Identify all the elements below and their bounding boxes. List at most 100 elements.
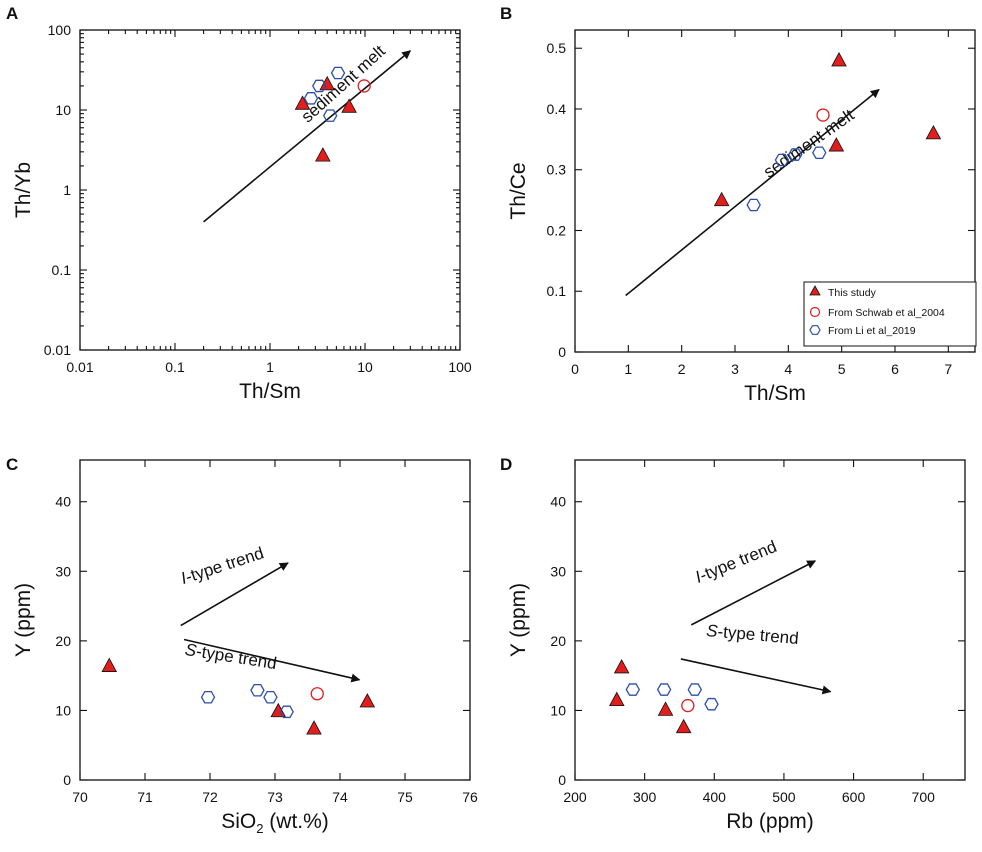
data-point-this-study <box>315 147 331 162</box>
data-point-this-study <box>828 137 845 152</box>
panel-d-plot: 200 300 400 500 600 700 0 10 20 30 40 Rb (ppm) Y (pp… <box>507 459 966 833</box>
data-point-li <box>746 198 761 212</box>
data-point-li <box>812 146 827 160</box>
y-axis-title: Th/Ce <box>507 162 530 219</box>
legend-entry-this-study: This study <box>828 287 877 299</box>
x-tick-label: 72 <box>202 789 218 805</box>
x-tick-label: 3 <box>731 361 739 377</box>
y-tick-label: 0.1 <box>52 262 72 278</box>
x-tick-label: 7 <box>944 361 952 377</box>
data-point-li <box>656 683 672 696</box>
y-tick-label: 0.1 <box>547 283 567 299</box>
x-tick-label: 700 <box>912 789 936 805</box>
plot-frame <box>574 29 976 353</box>
data-point-li <box>330 66 346 80</box>
y-tick-label: 30 <box>55 563 71 579</box>
trend-label: S-type trend <box>184 640 278 673</box>
data-point-this-study <box>294 95 311 110</box>
data-point-schwab <box>357 79 371 93</box>
x-tick-label: 71 <box>137 789 153 805</box>
data-point-schwab <box>310 687 324 701</box>
x-tick-label: 1 <box>266 359 274 375</box>
y-tick-label: 10 <box>55 702 71 718</box>
x-tick-label: 2 <box>678 361 686 377</box>
legend-entry-li: From Li et al_2019 <box>828 325 916 337</box>
legend-marker-schwab <box>809 306 821 318</box>
y-axis-title: Th/Yb <box>12 162 35 218</box>
data-point-li <box>200 690 216 704</box>
data-point-li <box>704 697 719 711</box>
x-tick-label: 300 <box>633 789 657 805</box>
plot-frame <box>79 29 461 351</box>
panel-label-a: A <box>6 4 18 23</box>
y-axis-title: Y (ppm) <box>12 583 35 657</box>
x-tick-label: 4 <box>784 361 792 377</box>
y-tick-label: 0 <box>558 344 566 360</box>
data-point-this-study <box>613 658 630 674</box>
data-point-this-study <box>657 701 674 716</box>
x-tick-label: 5 <box>838 361 846 377</box>
x-tick-label: 100 <box>448 359 472 375</box>
x-tick-label: 400 <box>703 789 727 805</box>
y-tick-label: 40 <box>55 494 71 510</box>
y-tick-label: 0.4 <box>547 101 567 117</box>
y-tick-label: 0.2 <box>547 222 567 238</box>
y-tick-label: 10 <box>550 702 566 718</box>
data-point-li <box>322 109 338 122</box>
x-tick-label: 0.01 <box>66 359 93 375</box>
x-tick-label: 0.1 <box>165 359 185 375</box>
trend-label: S-type trend <box>706 621 800 648</box>
data-point-this-study <box>101 657 118 672</box>
x-axis-title: Th/Sm <box>744 382 806 405</box>
x-tick-label: 600 <box>842 789 866 805</box>
y-tick-label: 1 <box>63 182 71 198</box>
data-point-this-study <box>675 718 692 734</box>
x-tick-label: 0 <box>571 361 579 377</box>
x-tick-label: 10 <box>357 359 373 375</box>
panel-label-d: D <box>500 455 512 474</box>
y-tick-label: 20 <box>55 633 71 649</box>
legend: This study From Schwab et al_2004 From L… <box>803 281 977 347</box>
y-axis-title: Y (ppm) <box>507 583 530 657</box>
trend-label: sediment melt <box>298 41 390 126</box>
x-axis-title: SiO2 (wt.%) <box>221 810 329 836</box>
data-point-this-study <box>831 52 847 67</box>
y-tick-label: 0 <box>558 772 566 788</box>
data-point-li <box>303 92 319 105</box>
legend-entry-schwab: From Schwab et al_2004 <box>828 307 945 319</box>
data-point-this-study <box>359 693 376 708</box>
x-tick-label: 200 <box>563 789 587 805</box>
data-point-li <box>788 148 803 161</box>
x-tick-label: 75 <box>397 789 413 805</box>
x-axis-title: Th/Sm <box>239 380 301 403</box>
data-point-this-study <box>608 691 625 707</box>
plot-frame <box>79 459 471 781</box>
legend-box <box>803 281 977 347</box>
y-tick-label: 0 <box>63 772 71 788</box>
data-point-li <box>263 690 278 704</box>
data-point-this-study <box>925 124 942 140</box>
panel-b-plot: 0 1 2 3 4 5 6 7 0 0.1 0.2 0.3 0.4 0.5 Th/Sm Th/Ce sedime… <box>507 29 976 405</box>
data-point-schwab <box>816 108 830 122</box>
trend-arrow <box>203 50 412 223</box>
trend-arrow <box>680 658 832 695</box>
trend-arrow <box>690 560 817 626</box>
panel-label-b: B <box>500 4 512 23</box>
y-tick-label: 0.3 <box>547 162 567 178</box>
y-tick-label: 10 <box>55 102 71 118</box>
x-tick-label: 500 <box>772 789 796 805</box>
trend-label: sediment melt <box>760 105 858 181</box>
x-tick-label: 76 <box>462 789 478 805</box>
data-point-li <box>312 79 327 93</box>
trend-arrow <box>625 88 880 297</box>
trend-label: I-type trend <box>178 543 266 588</box>
y-tick-label: 40 <box>550 494 566 510</box>
legend-marker-li <box>809 325 821 335</box>
trend-arrow <box>183 638 361 683</box>
legend-marker-this-study <box>809 285 821 296</box>
x-tick-label: 74 <box>332 789 348 805</box>
data-point-li <box>279 705 294 719</box>
panel-c-plot: 70 71 72 73 74 75 76 0 10 20 30 40 SiO2 (wt.%) Y (ppm… <box>12 459 478 836</box>
x-tick-label: 6 <box>891 361 899 377</box>
